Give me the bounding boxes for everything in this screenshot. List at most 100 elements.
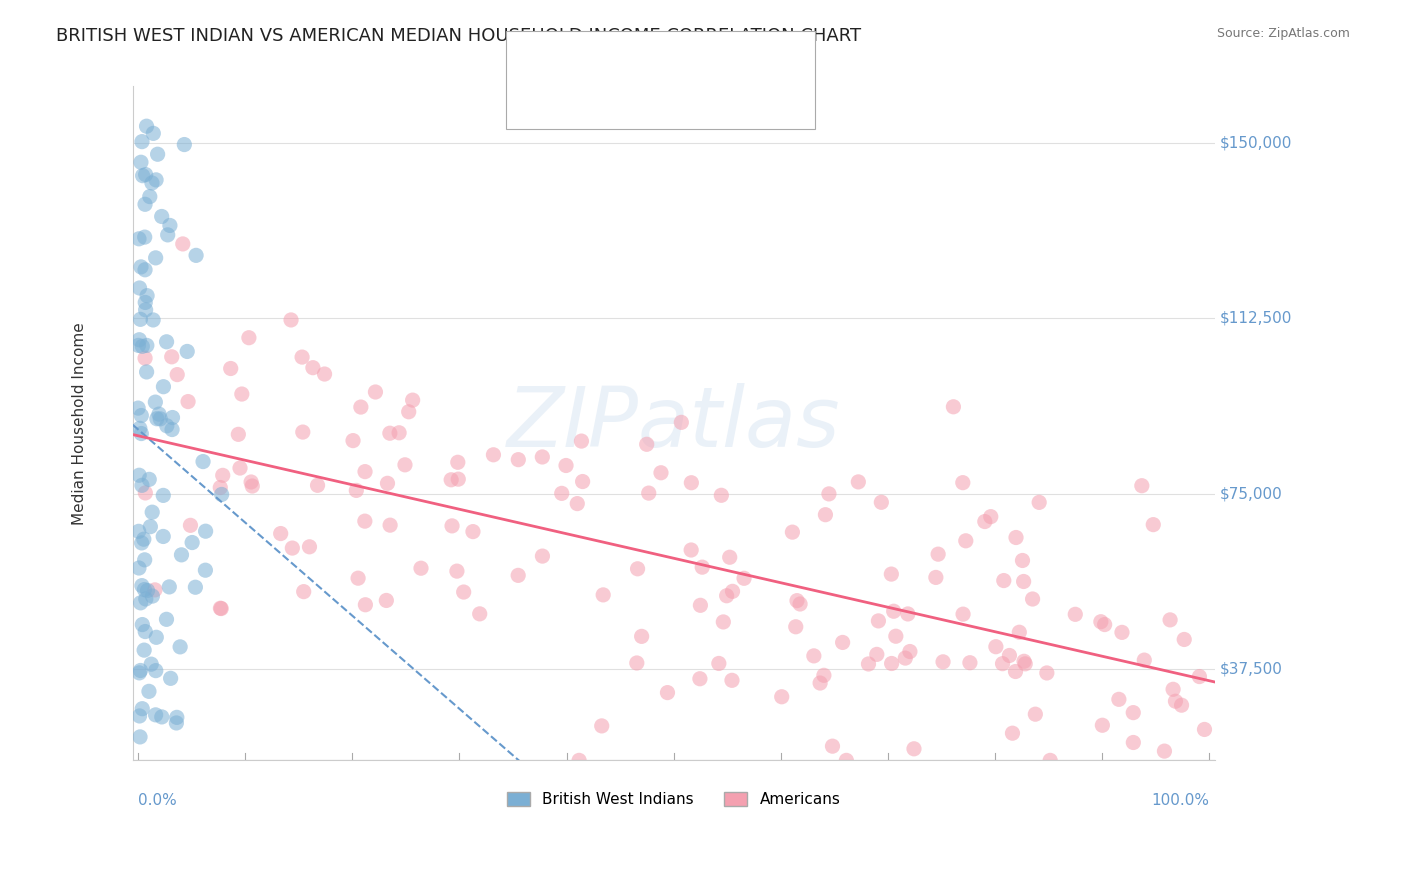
- Americans: [1011, 553, 1033, 567]
- Americans: [1159, 613, 1181, 627]
- Americans: [209, 601, 232, 615]
- Americans: [453, 585, 475, 599]
- Americans: [551, 486, 574, 500]
- Text: 0.0%: 0.0%: [138, 793, 177, 808]
- British West Indians: [131, 536, 153, 550]
- Americans: [280, 313, 302, 327]
- Americans: [1188, 669, 1211, 683]
- Text: $112,500: $112,500: [1220, 310, 1292, 326]
- Americans: [347, 571, 370, 585]
- Americans: [354, 598, 377, 612]
- Americans: [1130, 479, 1153, 493]
- Americans: [179, 518, 201, 533]
- Americans: [718, 550, 741, 565]
- British West Indians: [145, 664, 167, 678]
- British West Indians: [135, 119, 157, 133]
- Text: $37,500: $37,500: [1220, 662, 1284, 677]
- Americans: [409, 561, 432, 575]
- Text: BRITISH WEST INDIAN VS AMERICAN MEDIAN HOUSEHOLD INCOME CORRELATION CHART: BRITISH WEST INDIAN VS AMERICAN MEDIAN H…: [56, 27, 862, 45]
- British West Indians: [128, 468, 150, 483]
- Text: R =  0.030   N =   91: R = 0.030 N = 91: [576, 53, 735, 67]
- British West Indians: [131, 339, 153, 353]
- British West Indians: [142, 313, 165, 327]
- Americans: [377, 476, 399, 491]
- Text: 100.0%: 100.0%: [1152, 793, 1209, 808]
- British West Indians: [141, 176, 163, 190]
- Americans: [898, 644, 921, 658]
- Americans: [903, 741, 925, 756]
- Americans: [626, 656, 648, 670]
- British West Indians: [194, 524, 217, 539]
- British West Indians: [138, 684, 160, 698]
- Americans: [134, 486, 156, 500]
- Americans: [531, 549, 554, 563]
- Americans: [689, 599, 711, 613]
- Americans: [808, 676, 831, 690]
- Text: Median Household Income: Median Household Income: [72, 322, 87, 524]
- Americans: [959, 656, 981, 670]
- Americans: [716, 589, 738, 603]
- Americans: [591, 719, 613, 733]
- Americans: [291, 425, 314, 439]
- British West Indians: [142, 127, 165, 141]
- Americans: [166, 368, 188, 382]
- Americans: [942, 400, 965, 414]
- Americans: [209, 601, 232, 615]
- Americans: [1094, 617, 1116, 632]
- Americans: [1090, 615, 1112, 629]
- British West Indians: [191, 454, 214, 468]
- British West Indians: [127, 338, 149, 352]
- Americans: [447, 472, 470, 486]
- Americans: [177, 394, 200, 409]
- British West Indians: [146, 411, 169, 425]
- Americans: [240, 475, 263, 489]
- Americans: [689, 672, 711, 686]
- British West Indians: [141, 657, 163, 672]
- Americans: [446, 564, 468, 578]
- British West Indians: [134, 197, 156, 211]
- Americans: [567, 497, 589, 511]
- British West Indians: [156, 227, 179, 242]
- Americans: [350, 400, 373, 414]
- British West Indians: [131, 579, 153, 593]
- Americans: [394, 458, 416, 472]
- British West Indians: [184, 248, 207, 262]
- British West Indians: [136, 583, 159, 598]
- Americans: [681, 475, 703, 490]
- Americans: [401, 393, 423, 408]
- Americans: [813, 668, 835, 682]
- British West Indians: [129, 260, 152, 274]
- British West Indians: [139, 519, 162, 533]
- British West Indians: [131, 478, 153, 492]
- Americans: [984, 640, 1007, 654]
- British West Indians: [131, 702, 153, 716]
- British West Indians: [134, 624, 156, 639]
- Americans: [134, 351, 156, 366]
- Americans: [1004, 665, 1026, 679]
- British West Indians: [148, 407, 170, 421]
- Americans: [785, 620, 807, 634]
- British West Indians: [135, 168, 157, 182]
- Americans: [868, 614, 890, 628]
- Americans: [955, 533, 977, 548]
- Americans: [1036, 665, 1059, 680]
- British West Indians: [146, 147, 169, 161]
- Americans: [973, 515, 995, 529]
- British West Indians: [129, 730, 152, 744]
- British West Indians: [176, 344, 198, 359]
- Americans: [160, 350, 183, 364]
- British West Indians: [150, 210, 173, 224]
- Americans: [342, 434, 364, 448]
- Americans: [637, 486, 659, 500]
- British West Indians: [211, 487, 233, 501]
- Americans: [461, 524, 484, 539]
- British West Indians: [129, 596, 152, 610]
- Americans: [998, 648, 1021, 663]
- British West Indians: [136, 288, 159, 302]
- Americans: [571, 434, 593, 448]
- Americans: [932, 655, 955, 669]
- British West Indians: [152, 529, 174, 543]
- Americans: [671, 415, 693, 429]
- Americans: [733, 571, 755, 585]
- Legend: British West Indians, Americans: British West Indians, Americans: [501, 786, 846, 814]
